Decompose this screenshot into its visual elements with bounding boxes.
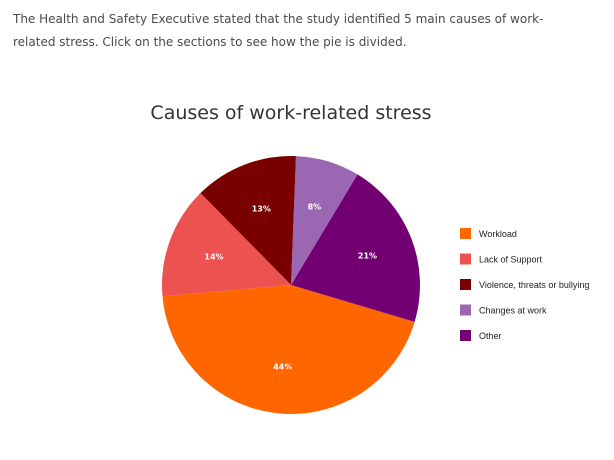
pie-slice-changes-at-work[interactable] bbox=[291, 156, 358, 285]
pie-slice-workload[interactable] bbox=[162, 285, 415, 414]
intro-text: The Health and Safety Executive stated t… bbox=[13, 12, 544, 49]
pie-labels: 44% 21% 8% 13% 14% bbox=[204, 202, 377, 371]
legend-swatch-other[interactable] bbox=[460, 330, 471, 341]
legend-swatch-lack-of-support[interactable] bbox=[460, 253, 471, 265]
pie-slice-violence-threats-or-bullying[interactable] bbox=[200, 156, 296, 285]
legend-label-other[interactable]: Other bbox=[479, 331, 502, 341]
legend-swatch-workload[interactable] bbox=[460, 228, 471, 239]
pie-slice-other[interactable] bbox=[291, 174, 420, 322]
slice-label-violence-threats-or-bullying: 13% bbox=[252, 205, 271, 214]
legend-swatch-changes-at-work[interactable] bbox=[460, 304, 471, 316]
slice-label-lack-of-support: 14% bbox=[204, 253, 223, 262]
legend-label-changes-at-work[interactable]: Changes at work bbox=[479, 306, 547, 316]
legend-label-violence-threats-or-bullying[interactable]: Violence, threats or bullying bbox=[479, 280, 589, 290]
legend: Workload Lack of Support Violence, threats… bbox=[460, 228, 589, 341]
slice-label-other: 21% bbox=[358, 251, 377, 260]
slice-label-workload: 44% bbox=[273, 363, 292, 372]
slice-label-changes-at-work: 8% bbox=[308, 202, 322, 211]
pie-slice-lack-of-support[interactable] bbox=[161, 193, 291, 297]
legend-label-lack-of-support[interactable]: Lack of Support bbox=[479, 255, 543, 265]
pie-slices bbox=[161, 156, 420, 414]
legend-label-workload[interactable]: Workload bbox=[479, 229, 517, 239]
legend-swatch-violence-threats-or-bullying[interactable] bbox=[460, 279, 471, 290]
chart-title: Causes of work-related stress bbox=[150, 102, 431, 124]
